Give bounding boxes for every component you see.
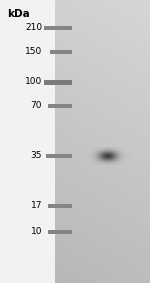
Text: 150: 150 xyxy=(25,48,42,57)
Bar xyxy=(48,104,72,108)
Bar xyxy=(48,204,72,208)
Bar xyxy=(48,230,72,234)
Bar xyxy=(44,80,72,85)
Text: 10: 10 xyxy=(30,228,42,237)
Bar xyxy=(46,154,72,158)
Bar xyxy=(0,0,55,283)
Text: kDa: kDa xyxy=(7,9,30,19)
Bar xyxy=(50,50,72,54)
Text: 35: 35 xyxy=(30,151,42,160)
Text: 17: 17 xyxy=(30,201,42,211)
Bar xyxy=(44,26,72,30)
Text: 70: 70 xyxy=(30,102,42,110)
Text: 210: 210 xyxy=(25,23,42,33)
Text: 100: 100 xyxy=(25,78,42,87)
